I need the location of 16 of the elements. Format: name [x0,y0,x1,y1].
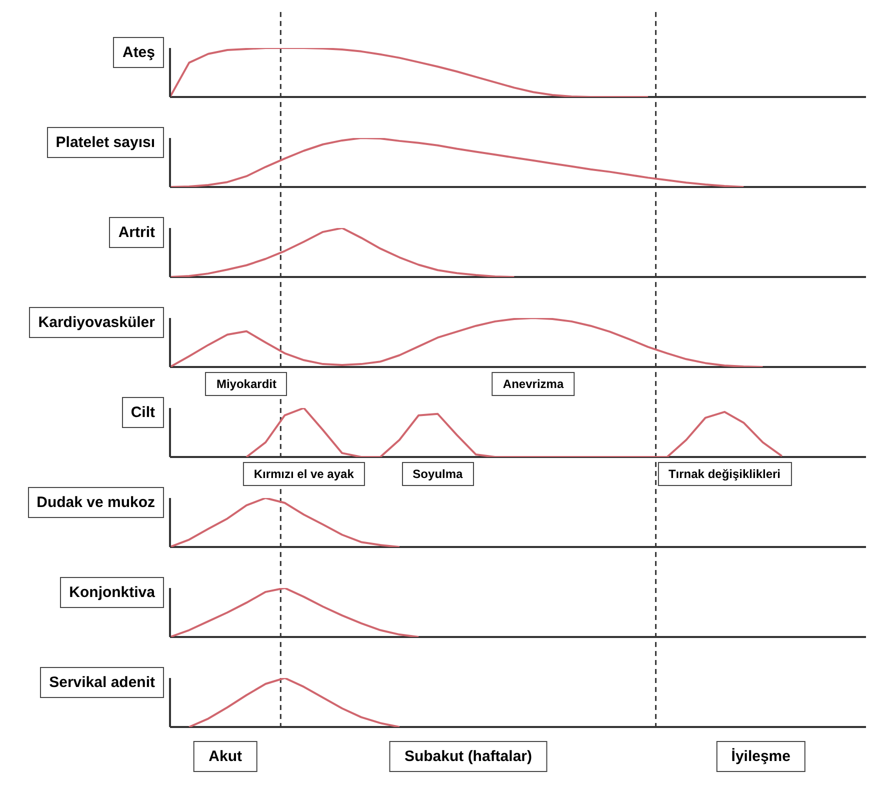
text: Subakut (haftalar) [389,741,547,772]
text: İyileşme [716,741,806,772]
chart-title: Cilt [122,397,164,428]
chart-title: Servikal adenit [40,667,164,698]
chart-title: Konjonktiva [60,577,164,608]
chart-title: Ateş [113,37,164,68]
text: Soyulma [402,462,474,486]
text: Anevrizma [492,372,575,396]
chart-title: Dudak ve mukoz [28,487,164,518]
text: Kırmızı el ve ayak [242,462,365,486]
chart-title: Artrit [109,217,164,248]
chart-title: Kardiyovasküler [29,307,164,338]
text: Akut [194,741,257,772]
chart-title: Platelet sayısı [46,127,164,158]
text: Miyokardit [205,372,288,396]
text: Tırnak değişiklikleri [657,462,792,486]
